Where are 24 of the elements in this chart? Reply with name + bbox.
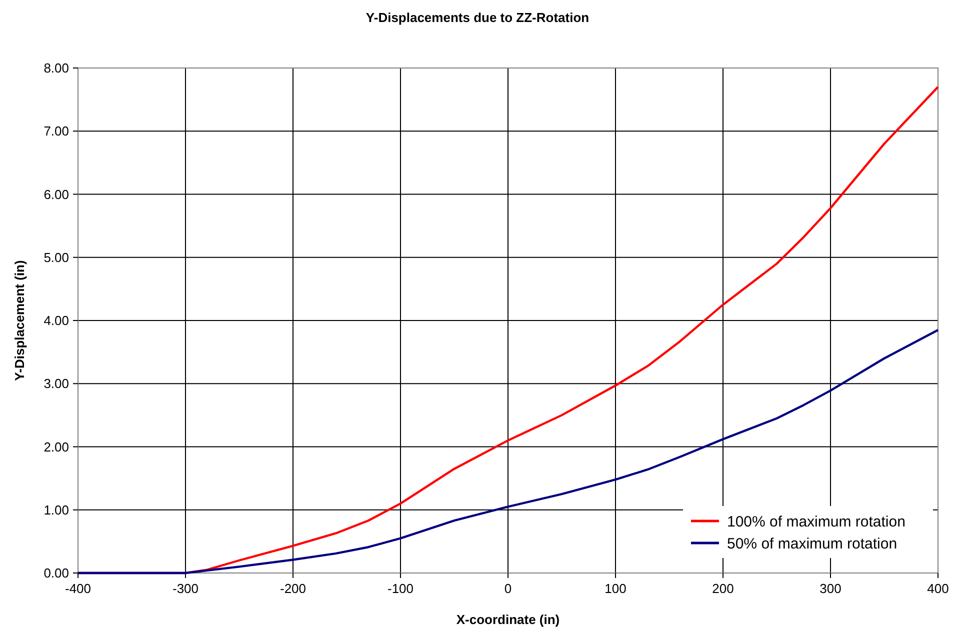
legend-label: 100% of maximum rotation xyxy=(727,513,906,530)
x-tick-label: -200 xyxy=(280,581,306,596)
x-tick-label: 100 xyxy=(604,581,626,596)
x-tick-label: 200 xyxy=(712,581,734,596)
y-tick-label: 7.00 xyxy=(44,124,69,139)
x-axis-title: X-coordinate (in) xyxy=(456,612,560,627)
y-tick-label: 3.00 xyxy=(44,376,69,392)
y-tick-label: 5.00 xyxy=(44,250,69,265)
y-tick-label: 2.00 xyxy=(44,439,69,454)
y-axis-title: Y-Displacement (in) xyxy=(12,260,27,381)
y-tick-label: 8.00 xyxy=(44,60,69,76)
x-tick-label: -400 xyxy=(64,581,92,596)
legend-label: 50% of maximum rotation xyxy=(727,535,898,552)
y-tick-label: 4.00 xyxy=(44,313,69,328)
y-tick-label: 1.00 xyxy=(44,502,69,518)
x-tick-label: 0 xyxy=(504,581,512,596)
x-tick-label: 300 xyxy=(820,581,842,596)
y-tick-label: 6.00 xyxy=(44,186,69,202)
x-tick-label: -100 xyxy=(387,581,414,596)
x-tick-label: 400 xyxy=(927,581,949,596)
line-series xyxy=(76,328,940,574)
chart-title: Y-Displacements due to ZZ-Rotation xyxy=(366,10,590,25)
y-tick-label: 0.00 xyxy=(44,566,69,581)
x-tick-label: -300 xyxy=(172,581,199,596)
